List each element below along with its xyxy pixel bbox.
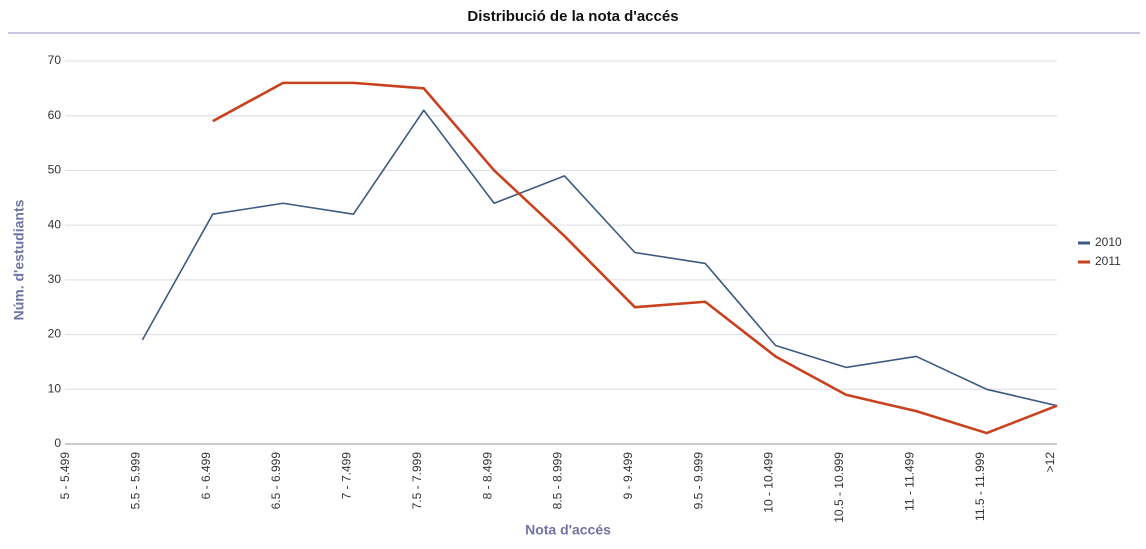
y-axis-title: Núm. d'estudiants [11, 199, 27, 320]
x-tick-label: 7 - 7.499 [340, 452, 354, 500]
line-series [141, 109, 1058, 407]
y-tick-label: 60 [48, 108, 62, 122]
x-tick-label: 10.5 - 10.999 [832, 452, 846, 523]
legend-label: 2010 [1095, 235, 1122, 249]
x-tick-label: 11.5 - 11.999 [973, 452, 987, 521]
x-tick-label: 7.5 - 7.999 [410, 452, 424, 510]
y-tick-label: 30 [48, 272, 62, 286]
y-tick-label: 70 [48, 53, 62, 67]
x-tick-label: 8 - 8.499 [480, 452, 494, 500]
y-tick-label: 40 [48, 217, 62, 231]
y-tick-label: 50 [48, 163, 62, 177]
y-tick-label: 10 [48, 381, 62, 395]
x-axis-title: Nota d'accés [525, 522, 611, 538]
y-tick-label: 0 [54, 436, 61, 450]
x-tick-label: 6.5 - 6.999 [269, 452, 283, 510]
x-tick-label: 5.5 - 5.999 [129, 452, 143, 510]
x-tick-label: 9 - 9.499 [621, 452, 635, 500]
legend-label: 2011 [1095, 254, 1121, 268]
x-tick-label: 10 - 10.499 [762, 452, 776, 513]
x-tick-label: 9.5 - 9.999 [691, 452, 705, 510]
y-tick-label: 20 [48, 327, 62, 341]
x-tick-label: 5 - 5.499 [58, 452, 72, 500]
x-tick-label: 6 - 6.499 [199, 452, 213, 500]
x-tick-label: 11 - 11.499 [902, 452, 916, 511]
line-series [212, 81, 1058, 435]
x-tick-label: 8.5 - 8.999 [551, 452, 565, 510]
x-tick-label: >12 [1043, 452, 1057, 473]
chart-title: Distribució de la nota d'accés [467, 8, 678, 25]
